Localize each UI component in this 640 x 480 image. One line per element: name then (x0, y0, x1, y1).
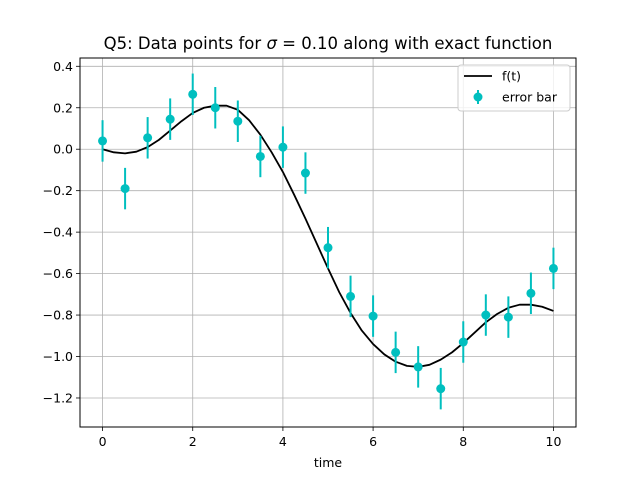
y-tick-label: −0.4 (43, 225, 73, 240)
data-point (188, 89, 198, 99)
data-point (548, 263, 558, 273)
x-axis-label: time (314, 455, 343, 470)
data-point (323, 243, 333, 253)
y-axis-ticks: 0.4 0.2 0.0 −0.2 −0.4 −0.6 −0.8 −1.0 −1.2 (43, 59, 80, 405)
data-point (368, 311, 378, 321)
x-tick-label: 4 (279, 434, 287, 449)
data-point (233, 116, 243, 126)
y-tick-label: −0.2 (43, 183, 73, 198)
x-tick-label: 10 (546, 434, 562, 449)
data-point (436, 384, 446, 394)
chart-title: Q5: Data points for σ = 0.10 along with … (104, 34, 553, 53)
data-point (143, 133, 153, 143)
y-tick-label: 0.0 (53, 142, 73, 157)
data-point (481, 310, 491, 320)
data-point (346, 291, 356, 301)
data-point (120, 184, 130, 194)
y-tick-label: 0.2 (53, 100, 73, 115)
x-tick-label: 0 (99, 434, 107, 449)
y-tick-label: 0.4 (53, 59, 73, 74)
x-tick-label: 8 (459, 434, 467, 449)
y-tick-label: −0.6 (43, 266, 73, 281)
legend-label-line: f(t) (502, 69, 521, 84)
y-tick-label: −1.2 (43, 390, 73, 405)
data-point (391, 347, 401, 357)
x-tick-label: 6 (369, 434, 377, 449)
data-point (300, 168, 310, 178)
y-tick-label: −0.8 (43, 308, 73, 323)
legend-label-errorbar: error bar (502, 90, 558, 105)
grid-lines (80, 58, 576, 427)
data-point (165, 114, 175, 124)
legend-marker-swatch (473, 92, 483, 102)
data-point (255, 151, 265, 161)
axes-frame (79, 57, 577, 428)
data-point (278, 142, 288, 152)
x-axis-ticks: 0 2 4 6 8 10 (99, 427, 562, 449)
data-point (458, 337, 468, 347)
data-point (503, 312, 513, 322)
data-point (413, 362, 423, 372)
y-tick-label: −1.0 (43, 349, 73, 364)
legend: f(t) error bar (457, 64, 571, 112)
data-point (210, 103, 220, 113)
x-tick-label: 2 (189, 434, 197, 449)
plot-area (98, 73, 558, 410)
data-point (526, 288, 536, 298)
data-point (98, 136, 108, 146)
